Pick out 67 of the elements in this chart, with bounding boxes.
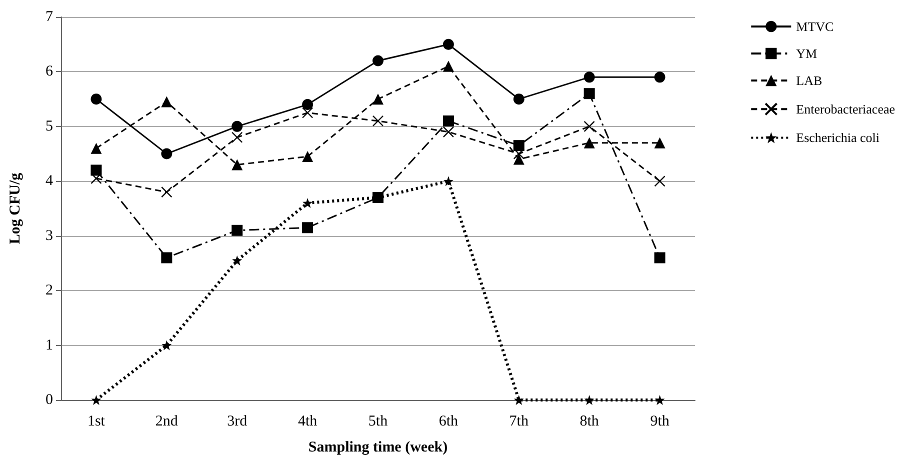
point [161, 96, 172, 108]
point [232, 255, 242, 266]
point [654, 395, 665, 405]
point [584, 88, 595, 100]
x-tick-label: 3rd [227, 414, 248, 430]
y-tick-label: 5 [46, 118, 53, 134]
point [442, 38, 454, 50]
point [302, 107, 314, 118]
point [584, 72, 595, 83]
point [372, 115, 384, 127]
point [654, 176, 666, 187]
x-tick-label: 7th [509, 414, 529, 430]
legend-label: LAB [796, 73, 822, 88]
point [513, 140, 524, 152]
point [161, 148, 172, 160]
x-tick-label: 5th [368, 414, 388, 430]
point [161, 252, 172, 264]
point [654, 252, 666, 264]
point [232, 132, 243, 143]
point [654, 137, 666, 148]
point [442, 60, 454, 72]
point [232, 159, 243, 170]
x-tick-label: 4th [298, 414, 318, 430]
point [584, 120, 595, 132]
point [232, 120, 243, 132]
legend-label: Escherichia coli [796, 130, 880, 146]
point [232, 224, 243, 236]
point [513, 94, 524, 105]
point [372, 94, 384, 105]
point [90, 142, 102, 154]
x-axis-title: Sampling time (week) [308, 440, 448, 456]
point [443, 176, 454, 186]
point [90, 164, 102, 176]
point [90, 172, 102, 184]
x-tick-label: 2nd [155, 414, 178, 430]
legend-label: YM [796, 46, 818, 61]
legend-label: Enterobacteriaceae [796, 102, 896, 117]
x-tick-label: 6th [438, 414, 459, 430]
x-tick-label: 8th [580, 414, 600, 430]
legend-label: MTVC [796, 19, 834, 34]
point [302, 198, 313, 208]
y-tick-label: 3 [46, 228, 53, 244]
y-tick-label: 4 [46, 173, 54, 190]
point [91, 395, 102, 405]
point [161, 186, 172, 198]
point [584, 395, 594, 405]
point [584, 137, 595, 148]
y-axis-title: Log CFU/g [8, 172, 24, 244]
y-tick-label: 6 [46, 64, 54, 80]
point [90, 94, 102, 105]
point [302, 151, 314, 162]
point [162, 340, 172, 350]
y-tick-label: 2 [46, 282, 53, 299]
point [513, 154, 524, 165]
point [302, 222, 314, 234]
y-tick-label: 1 [46, 337, 53, 354]
x-tick-label: 1st [87, 414, 106, 430]
x-tick-label: 9th [650, 414, 670, 430]
point [654, 72, 666, 83]
y-tick-label: 7 [46, 9, 54, 25]
point [372, 55, 384, 66]
point [442, 126, 454, 138]
point [514, 395, 524, 405]
point [442, 115, 454, 126]
y-tick-label: 0 [46, 392, 53, 408]
point [302, 99, 314, 110]
point [513, 148, 524, 160]
